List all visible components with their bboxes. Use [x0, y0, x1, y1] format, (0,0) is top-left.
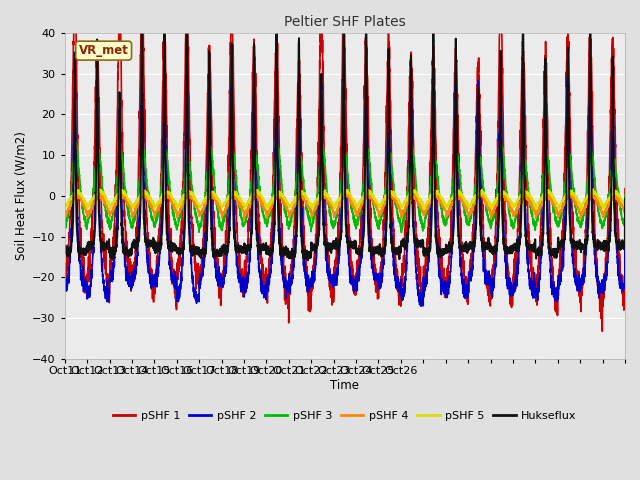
pSHF 5 — [577, 206, 585, 212]
pSHF 4 — [241, 218, 248, 224]
Hukseflux — [304, 257, 312, 263]
pSHF 3 — [72, 138, 79, 144]
Text: VR_met: VR_met — [79, 44, 129, 57]
pSHF 4 — [218, 208, 225, 214]
pSHF 2 — [564, 72, 572, 77]
Hukseflux — [568, 242, 576, 248]
pSHF 1 — [400, 253, 408, 259]
pSHF 5 — [568, 188, 576, 193]
Line: pSHF 3: pSHF 3 — [65, 141, 625, 232]
pSHF 1 — [568, 203, 576, 208]
Y-axis label: Soil Heat Flux (W/m2): Soil Heat Flux (W/m2) — [15, 132, 28, 260]
pSHF 5 — [621, 200, 628, 206]
pSHF 1 — [598, 328, 606, 334]
pSHF 5 — [410, 188, 417, 194]
pSHF 2 — [181, 186, 189, 192]
pSHF 3 — [218, 227, 225, 232]
pSHF 4 — [621, 199, 629, 204]
pSHF 3 — [568, 172, 576, 178]
pSHF 4 — [207, 190, 215, 195]
pSHF 2 — [61, 278, 68, 284]
Hukseflux — [181, 225, 189, 230]
pSHF 1 — [621, 302, 628, 308]
pSHF 3 — [397, 229, 405, 235]
pSHF 2 — [621, 277, 628, 283]
pSHF 3 — [621, 223, 628, 228]
pSHF 5 — [400, 201, 408, 207]
pSHF 1 — [410, 137, 417, 143]
Line: pSHF 2: pSHF 2 — [65, 74, 625, 306]
pSHF 3 — [61, 223, 68, 228]
pSHF 2 — [218, 283, 225, 288]
pSHF 4 — [400, 207, 408, 213]
pSHF 4 — [621, 210, 628, 216]
pSHF 5 — [181, 193, 189, 199]
pSHF 5 — [61, 203, 68, 209]
pSHF 1 — [621, 186, 629, 192]
Title: Peltier SHF Plates: Peltier SHF Plates — [284, 15, 406, 29]
pSHF 2 — [410, 204, 417, 209]
Legend: pSHF 1, pSHF 2, pSHF 3, pSHF 4, pSHF 5, Hukseflux: pSHF 1, pSHF 2, pSHF 3, pSHF 4, pSHF 5, … — [109, 407, 581, 426]
pSHF 1 — [61, 278, 68, 284]
pSHF 2 — [399, 292, 407, 298]
Hukseflux — [621, 237, 628, 242]
pSHF 3 — [621, 192, 629, 198]
pSHF 3 — [400, 217, 408, 223]
X-axis label: Time: Time — [330, 379, 359, 392]
Line: pSHF 4: pSHF 4 — [65, 192, 625, 221]
Line: pSHF 5: pSHF 5 — [65, 189, 625, 209]
Hukseflux — [218, 252, 225, 258]
pSHF 4 — [568, 195, 576, 201]
Hukseflux — [400, 240, 408, 246]
pSHF 2 — [568, 248, 576, 253]
pSHF 1 — [181, 83, 189, 88]
Line: pSHF 1: pSHF 1 — [65, 0, 625, 331]
pSHF 5 — [96, 186, 104, 192]
pSHF 4 — [410, 192, 417, 198]
Hukseflux — [621, 196, 629, 202]
Line: Hukseflux: Hukseflux — [65, 0, 625, 260]
pSHF 2 — [417, 303, 425, 309]
pSHF 1 — [218, 288, 225, 294]
Hukseflux — [410, 228, 417, 234]
pSHF 4 — [181, 198, 189, 204]
pSHF 3 — [181, 181, 189, 187]
pSHF 4 — [61, 213, 68, 219]
pSHF 2 — [621, 196, 629, 202]
pSHF 5 — [621, 198, 629, 204]
pSHF 5 — [218, 203, 225, 209]
Hukseflux — [61, 248, 68, 253]
pSHF 3 — [410, 154, 417, 160]
